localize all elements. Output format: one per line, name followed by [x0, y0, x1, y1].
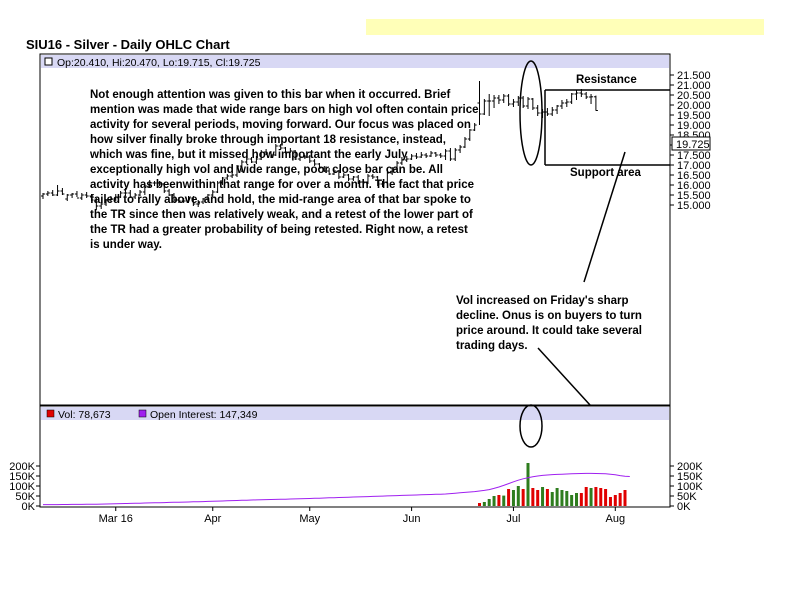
vol-legend-label: Vol: 78,673 [58, 409, 111, 421]
volume-bar [545, 489, 549, 506]
main-annotation: Not enough attention was given to this b… [90, 89, 479, 251]
price-tick-label: 20.500 [677, 90, 711, 102]
price-pointer-line [583, 151, 626, 283]
volume-right-tick-label: 100K [677, 481, 703, 493]
price-tick-label: 15.500 [677, 190, 711, 202]
volume-bar [492, 496, 496, 506]
open-interest-line [43, 472, 630, 506]
volume-bar [531, 488, 535, 506]
price-tick-label: 17.500 [677, 150, 711, 162]
volume-bar [521, 489, 525, 506]
volume-bar [511, 490, 515, 506]
volume-bar [589, 488, 593, 506]
wide-range-bar-ellipse [519, 60, 543, 166]
volume-annotation: Vol increased on Friday's sharp decline.… [456, 295, 642, 352]
ohlc-bars [41, 81, 598, 210]
volume-bar [497, 495, 501, 506]
x-tick-label: Apr [204, 513, 221, 525]
volume-bar [487, 499, 491, 506]
volume-pane [39, 405, 671, 508]
price-tick-label: 15.000 [677, 200, 711, 212]
x-tick-label: Mar 16 [99, 513, 133, 525]
volume-bar [570, 495, 574, 506]
volume-bar [502, 495, 506, 506]
price-tick-label: 19.500 [677, 110, 711, 122]
volume-left-tick-label: 0K [22, 501, 36, 513]
support-label: Support area [570, 167, 641, 179]
volume-left-tick-label: 50K [15, 491, 35, 503]
x-tick-label: Aug [606, 513, 626, 525]
price-legend-box [44, 57, 53, 66]
price-pane [39, 53, 671, 406]
price-tick-label: 20.000 [677, 100, 711, 112]
price-header-text: Op:20.410, Hi:20.470, Lo:19.715, Cl:19.725 [57, 57, 261, 69]
volume-bar [482, 502, 486, 506]
volume-bar [507, 489, 511, 506]
x-tick-label: Jun [403, 513, 421, 525]
volume-bar [550, 492, 554, 506]
volume-bar [584, 487, 588, 506]
volume-bar [565, 491, 569, 506]
volume-bar [575, 493, 578, 506]
volume-right-tick-label: 200K [677, 461, 703, 473]
volume-right-tick-label: 50K [677, 491, 697, 503]
price-tick-label: 16.500 [677, 170, 711, 182]
price-tick-label: 19.000 [677, 120, 711, 132]
volume-bar [599, 488, 603, 506]
resistance-label: Resistance [576, 74, 637, 86]
volume-bar [526, 463, 530, 506]
x-tick-label: May [299, 513, 320, 525]
x-tick-label: Jul [506, 513, 520, 525]
volume-bar [541, 487, 545, 506]
oi-legend-swatch [138, 409, 147, 418]
volume-bar [594, 487, 598, 506]
price-tick-label: 17.000 [677, 160, 711, 172]
last-price-box [671, 136, 711, 151]
price-tick-label: 16.000 [677, 180, 711, 192]
volume-bar [555, 488, 559, 506]
volume-left-tick-label: 100K [9, 481, 35, 493]
volume-right-tick-label: 0K [677, 501, 691, 513]
volume-bar [536, 490, 540, 506]
volume-bars [478, 463, 627, 506]
volume-left-tick-label: 150K [9, 471, 35, 483]
volume-bar [618, 493, 622, 506]
annotation-highlight-bar [366, 19, 764, 35]
volume-bar [560, 490, 564, 506]
volume-bar [623, 490, 627, 506]
oi-legend-label: Open Interest: 147,349 [150, 409, 258, 421]
volume-bar [516, 486, 520, 506]
volume-left-tick-label: 200K [9, 461, 35, 473]
volume-bar [579, 493, 583, 506]
price-tick-label: 21.500 [677, 70, 711, 82]
volume-header-bg [41, 407, 669, 420]
volume-spike-ellipse [519, 404, 543, 448]
volume-bar [478, 503, 481, 506]
chart-title: SIU16 - Silver - Daily OHLC Chart [26, 37, 230, 52]
volume-bar [613, 495, 617, 506]
vol-legend-swatch [46, 409, 55, 418]
volume-bar [608, 497, 612, 506]
price-tick-label: 21.000 [677, 80, 711, 92]
price-header-bg [41, 55, 669, 68]
last-price-label: 19.725 [676, 139, 710, 151]
volume-bar [604, 489, 608, 506]
x-axis: Mar 16 Apr May Jun Jul Aug [99, 507, 625, 525]
volume-right-tick-label: 150K [677, 471, 703, 483]
